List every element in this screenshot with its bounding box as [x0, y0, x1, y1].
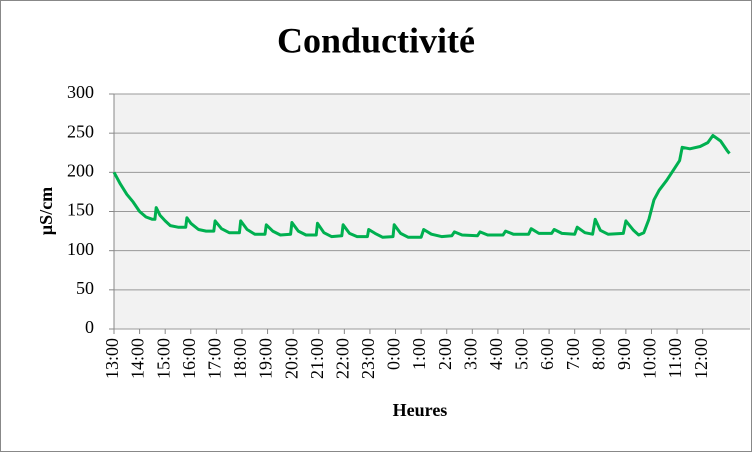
x-tick-label: 19:00 [256, 338, 276, 379]
y-tick-label: 200 [67, 160, 94, 180]
x-tick-label: 12:00 [691, 338, 711, 379]
x-tick-label: 5:00 [512, 338, 532, 370]
y-tick-label: 150 [67, 200, 94, 220]
x-tick-label: 9:00 [614, 338, 634, 370]
x-tick-label: 11:00 [665, 338, 685, 378]
y-axis-label: µS/cm [36, 187, 56, 235]
chart-title: Conductivité [277, 20, 475, 60]
y-tick-label: 250 [67, 121, 94, 141]
x-tick-label: 17:00 [204, 338, 224, 379]
x-tick-label: 8:00 [588, 338, 608, 370]
x-tick-label: 21:00 [307, 338, 327, 379]
x-axis-label: Heures [393, 400, 448, 420]
x-tick-label: 1:00 [409, 338, 429, 370]
y-tick-label: 0 [85, 317, 94, 337]
x-tick-label: 22:00 [332, 338, 352, 379]
x-tick-label: 14:00 [128, 338, 148, 379]
x-tick-label: 6:00 [537, 338, 557, 370]
data-line [112, 134, 731, 239]
x-tick-label: 10:00 [640, 338, 660, 379]
y-tick-label: 100 [67, 239, 94, 259]
x-tick-label: 16:00 [179, 338, 199, 379]
x-tick-label: 23:00 [358, 338, 378, 379]
x-tick-label: 20:00 [281, 338, 301, 379]
x-tick-label: 13:00 [102, 338, 122, 379]
x-tick-label: 18:00 [230, 338, 250, 379]
y-tick-label: 50 [76, 278, 94, 298]
x-tick-label: 2:00 [435, 338, 455, 370]
x-tick-label: 15:00 [153, 338, 173, 379]
x-tick-label: 0:00 [384, 338, 404, 370]
y-tick-label: 300 [67, 82, 94, 102]
x-tick-label: 7:00 [563, 338, 583, 370]
x-tick-label: 3:00 [460, 338, 480, 370]
x-tick-label: 4:00 [486, 338, 506, 370]
